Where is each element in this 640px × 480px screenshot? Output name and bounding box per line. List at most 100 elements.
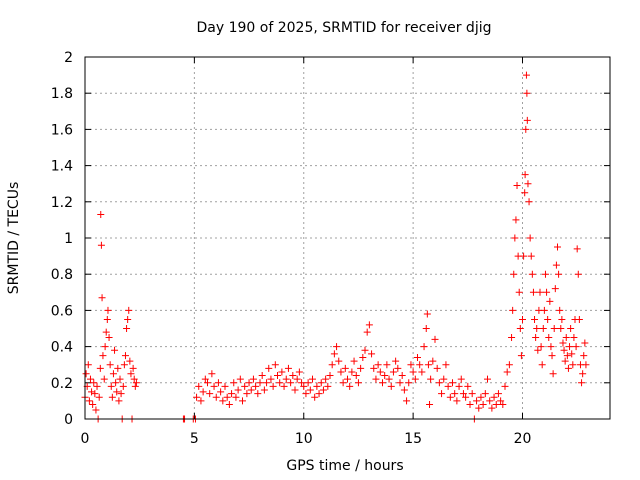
- data-point: [276, 379, 284, 387]
- data-point: [243, 390, 251, 398]
- data-point: [199, 388, 207, 396]
- data-point: [117, 390, 125, 398]
- y-tick-label: 1: [64, 231, 73, 247]
- data-point: [330, 350, 338, 358]
- data-point: [121, 352, 129, 360]
- data-point: [414, 353, 421, 361]
- data-point: [512, 216, 520, 224]
- data-point: [564, 364, 572, 372]
- data-point: [101, 343, 109, 351]
- data-point: [416, 361, 424, 369]
- data-point: [554, 243, 561, 251]
- data-point: [372, 375, 380, 383]
- data-point: [295, 368, 303, 376]
- data-point: [256, 379, 264, 387]
- data-point: [466, 401, 474, 409]
- data-point: [361, 346, 369, 354]
- data-point: [457, 375, 465, 383]
- data-point: [426, 401, 434, 409]
- data-point: [210, 382, 218, 390]
- data-point: [346, 382, 354, 390]
- data-point: [387, 382, 395, 390]
- data-point: [392, 357, 400, 365]
- x-tick-label: 5: [190, 431, 199, 447]
- data-point: [274, 372, 281, 380]
- data-point: [475, 404, 483, 412]
- y-tick-label: 1.6: [51, 122, 73, 138]
- data-point: [420, 343, 428, 351]
- data-point: [424, 361, 432, 369]
- data-point: [501, 382, 509, 390]
- data-point: [97, 210, 105, 218]
- data-point: [538, 361, 546, 369]
- data-point: [398, 372, 406, 380]
- data-point: [435, 379, 443, 387]
- data-point: [411, 375, 419, 383]
- y-tick-label: 0.4: [51, 340, 73, 356]
- data-point: [104, 306, 112, 314]
- data-point: [309, 375, 316, 383]
- data-point: [97, 241, 105, 249]
- data-point: [86, 375, 94, 383]
- data-point: [573, 245, 581, 253]
- data-point: [558, 315, 566, 323]
- data-point: [352, 372, 360, 380]
- data-point: [429, 357, 437, 365]
- data-point: [91, 390, 99, 398]
- data-point: [405, 379, 413, 387]
- data-point: [89, 401, 97, 409]
- data-point: [93, 382, 101, 390]
- data-point: [523, 89, 531, 97]
- data-point: [503, 368, 511, 376]
- data-point: [407, 361, 415, 369]
- data-point: [510, 270, 518, 278]
- data-point: [132, 379, 140, 387]
- data-point: [383, 361, 391, 369]
- data-point: [490, 393, 498, 401]
- data-point: [438, 390, 446, 398]
- data-point: [280, 382, 288, 390]
- data-point: [115, 397, 123, 405]
- data-point: [313, 382, 321, 390]
- data-point: [317, 379, 325, 387]
- data-point: [394, 364, 402, 372]
- data-point: [267, 375, 275, 383]
- data-point: [103, 315, 111, 323]
- y-tick-label: 0: [64, 412, 73, 428]
- data-point: [354, 379, 362, 387]
- data-point: [400, 386, 408, 394]
- data-point: [537, 343, 545, 351]
- chart-title: Day 190 of 2025, SRMTID for receiver dji…: [197, 20, 492, 36]
- data-point: [379, 379, 386, 387]
- x-axis-title: GPS time / hours: [286, 458, 403, 474]
- data-point: [106, 361, 114, 369]
- data-point: [90, 379, 98, 387]
- data-point: [528, 270, 536, 278]
- data-point: [578, 379, 586, 387]
- data-point: [570, 334, 578, 342]
- data-point: [311, 393, 319, 401]
- data-point: [521, 189, 529, 197]
- x-axis-ticks: 0 5 10 15 20: [81, 57, 531, 447]
- data-point: [234, 386, 242, 394]
- data-point: [526, 234, 534, 242]
- data-point: [219, 397, 227, 405]
- data-point: [533, 325, 541, 332]
- data-point: [96, 364, 104, 372]
- data-point: [423, 310, 431, 318]
- data-point: [225, 401, 233, 409]
- data-point: [228, 390, 236, 398]
- data-point: [559, 339, 567, 347]
- data-point: [114, 364, 122, 372]
- data-point: [459, 390, 467, 398]
- data-point: [543, 288, 551, 296]
- data-point: [95, 393, 103, 401]
- data-point: [265, 364, 273, 372]
- data-point: [511, 234, 519, 242]
- data-point: [453, 397, 461, 405]
- data-point: [339, 379, 347, 387]
- x-tick-label: 0: [81, 431, 90, 447]
- data-point: [522, 125, 530, 133]
- data-point: [579, 370, 587, 378]
- data-point: [427, 375, 435, 383]
